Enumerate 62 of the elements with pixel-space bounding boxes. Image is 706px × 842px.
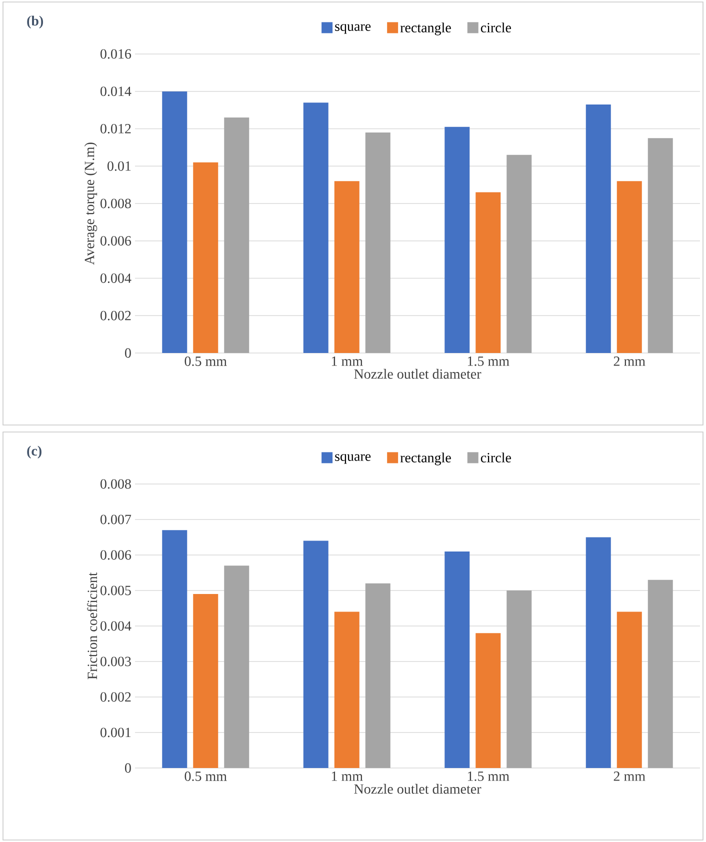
- bar: [616, 181, 642, 353]
- bar: [476, 192, 501, 353]
- bar: [586, 104, 611, 353]
- bar: [444, 551, 470, 768]
- legend-label: square: [335, 24, 371, 34]
- bar: [224, 118, 250, 353]
- bar: [303, 540, 328, 768]
- bar: [365, 132, 390, 353]
- y-tick-label: 0.006: [100, 236, 132, 246]
- y-tick-label: 0.007: [100, 514, 132, 524]
- x-tick-label: 0.5 mm: [184, 772, 227, 782]
- bar: [334, 612, 360, 768]
- bar: [444, 126, 470, 353]
- y-tick-label: 0.005: [100, 586, 131, 596]
- x-tick-label: 0.5 mm: [184, 356, 227, 366]
- bar: [303, 102, 328, 353]
- x-axis-title: Nozzle outlet diameter: [354, 784, 482, 794]
- bar: [334, 181, 360, 353]
- chart-title: (b): [27, 16, 44, 28]
- bar: [162, 91, 188, 353]
- bar: [365, 583, 390, 768]
- y-tick-label: 0: [125, 348, 131, 358]
- x-tick-label: 1.5 mm: [468, 772, 510, 781]
- y-tick-label: 0.014: [100, 86, 132, 96]
- y-tick-label: 0.016: [100, 49, 132, 59]
- x-tick-label: 1.5 mm: [468, 356, 510, 366]
- y-tick-label: 0.001: [100, 728, 131, 738]
- y-tick-label: 0.008: [100, 198, 131, 208]
- y-tick-label: 0.003: [100, 656, 131, 666]
- y-tick-label: 0.002: [100, 692, 131, 702]
- y-tick-label: 0.008: [100, 479, 131, 489]
- x-tick-label: 1 mm: [332, 772, 363, 781]
- bar: [648, 138, 673, 353]
- legend-label: square: [335, 454, 371, 464]
- x-tick-label: 1 mm: [332, 356, 363, 366]
- y-tick-label: 0.006: [100, 550, 132, 560]
- bar: [648, 580, 673, 768]
- y-tick-label: 0.004: [100, 273, 132, 283]
- y-axis-title: Friction coefficient: [87, 572, 98, 680]
- x-axis-title: Nozzle outlet diameter: [354, 368, 482, 379]
- legend-label: rectangle: [400, 452, 451, 466]
- chart-title: (c): [27, 446, 42, 458]
- bar: [506, 590, 532, 768]
- y-tick-label: 0.004: [100, 621, 132, 631]
- y-axis-title: Average torque (N.m): [84, 142, 98, 265]
- bar: [616, 612, 642, 768]
- y-tick-label: 0.012: [100, 124, 131, 134]
- y-tick-label: 0.002: [100, 310, 131, 320]
- bar: [193, 162, 218, 353]
- legend-label: rectangle: [400, 22, 451, 36]
- y-tick-label: 0.01: [108, 161, 131, 171]
- bar: [162, 530, 188, 768]
- bar: [224, 566, 250, 768]
- bar: [476, 633, 501, 768]
- y-tick-label: 0: [125, 763, 131, 773]
- x-tick-label: 2 mm: [614, 772, 646, 781]
- bar: [506, 154, 532, 353]
- legend-label: circle: [480, 452, 511, 462]
- bar: [193, 594, 218, 768]
- bar: [586, 537, 611, 768]
- legend-label: circle: [480, 22, 511, 32]
- x-tick-label: 2 mm: [614, 356, 646, 366]
